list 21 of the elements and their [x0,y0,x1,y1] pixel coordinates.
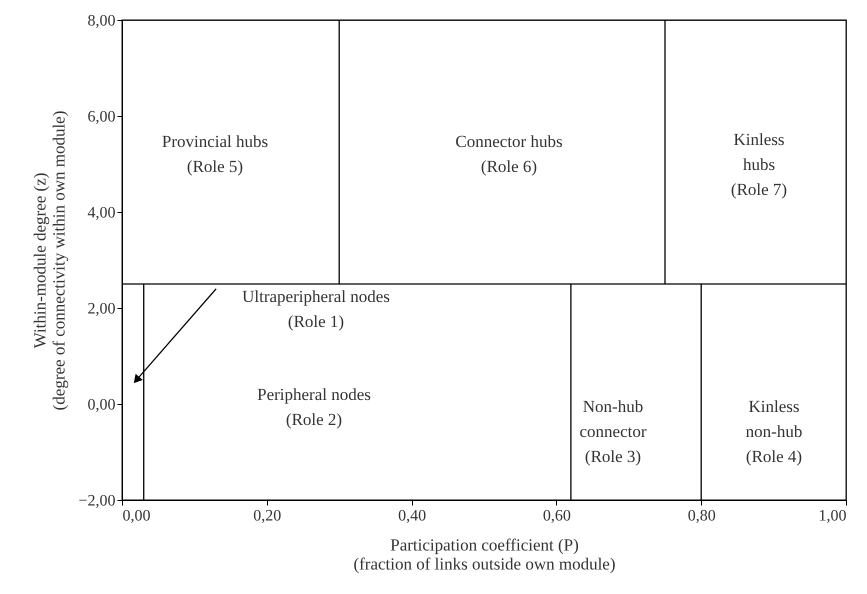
y-axis-title: Within-module degree (z) (degree of connectivity within own module) [30,110,68,410]
x-axis-title: Participation coefficient (P) (fraction of links outside own module) [353,536,616,574]
y-tick-label: 2,00 [88,300,116,318]
annotation: Non-hub connector (Role 3) [579,397,647,466]
x-tick-label: 0,40 [398,508,426,524]
annotation: Connector hubs (Role 6) [455,132,563,176]
x-tick-label: 0,60 [542,508,571,524]
y-tick-label: 0,00 [88,396,116,414]
annotation: Provincial hubs (Role 5) [162,132,268,176]
y-tick-label: 4,00 [88,204,116,222]
annotation: Peripheral nodes (Role 2) [257,385,371,429]
annotation: Ultraperipheral nodes (Role 1) [242,287,390,331]
y-tick-label: 8,00 [88,12,116,30]
y-tick-label: −2,00 [78,492,116,510]
y-tick-label: 6,00 [88,108,116,126]
annotation: Kinless non-hub (Role 4) [746,397,802,466]
annotation: Kinless hubs (Role 7) [730,130,788,199]
x-tick-label: 0,80 [688,508,716,524]
x-tick-label: 0,00 [122,508,150,524]
x-tick-label: 1,00 [818,508,846,524]
x-tick-label: 0,20 [253,508,282,524]
